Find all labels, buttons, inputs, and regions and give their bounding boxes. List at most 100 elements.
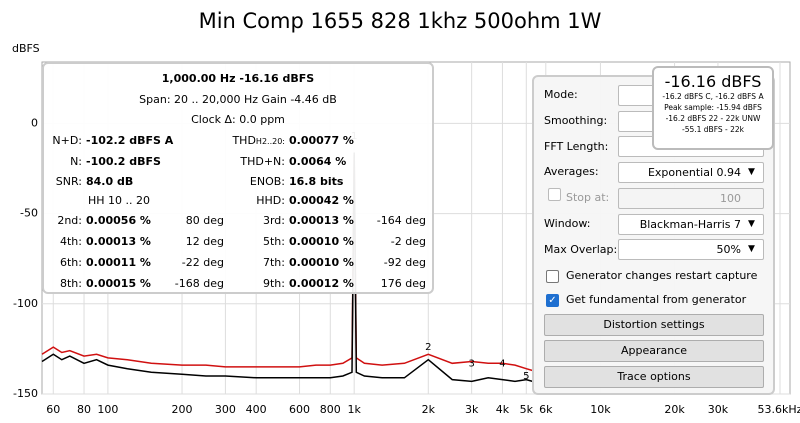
stat-label: HH 10 .. 20 xyxy=(88,194,151,207)
x-tick-label: 200 xyxy=(172,403,193,416)
x-tick-label: 300 xyxy=(215,403,236,416)
harmonic-value: 0.00012 % xyxy=(289,277,354,290)
overlap-box[interactable]: 50% xyxy=(618,239,764,260)
setting-label: FFT Length: xyxy=(544,139,609,153)
y-tick-label: -150 xyxy=(13,387,38,400)
x-tick-label: 1k xyxy=(347,403,361,416)
stat-value: 0.0064 % xyxy=(289,155,347,168)
stat-label: THD xyxy=(232,134,256,147)
setting-label: Max Overlap: xyxy=(544,242,618,256)
setting-label: Smoothing: xyxy=(544,113,608,127)
settings-panel: 64k Exponential 0.94 100 Blackman-Harris… xyxy=(532,75,775,395)
x-tick-label: 80 xyxy=(77,403,91,416)
popup-line: -16.2 dBFS C, -16.2 dBFS A xyxy=(662,92,764,101)
x-tick-label: 2k xyxy=(422,403,436,416)
trace xyxy=(41,152,533,383)
dropdown-arrow: ▼ xyxy=(748,244,755,254)
x-tick-label: 600 xyxy=(289,403,310,416)
popup-line: -55.1 dBFS - 22k xyxy=(682,125,744,134)
trace xyxy=(41,155,533,372)
harmonic-value: 0.00056 % xyxy=(86,214,151,227)
stat-label: HHD: xyxy=(256,194,285,207)
harmonic-phase: -92 deg xyxy=(383,256,426,269)
harmonic-label: 5th: xyxy=(263,235,285,248)
harmonic-label: 5 xyxy=(523,371,529,382)
harmonic-value: 0.00013 % xyxy=(289,214,354,227)
dropdown-arrow: ▼ xyxy=(748,167,755,177)
harmonic-value: 0.00015 % xyxy=(86,277,151,290)
harmonic-phase: -168 deg xyxy=(174,277,224,290)
harmonic-phase: 12 deg xyxy=(185,235,224,248)
stat-value: 0.00042 % xyxy=(289,194,354,207)
checkbox-checked[interactable]: ✓ xyxy=(546,294,559,307)
stat-label: N+D: xyxy=(52,134,82,147)
stat-value: -100.2 dBFS xyxy=(86,155,161,168)
y-tick-label: 0 xyxy=(31,116,38,129)
readout-heading: 1,000.00 Hz -16.16 dBFS xyxy=(161,72,315,85)
stat-value: 16.8 bits xyxy=(289,175,344,188)
harmonic-phase: 176 deg xyxy=(380,277,426,290)
harmonic-label: 3rd: xyxy=(262,214,285,227)
harmonic-value: 0.00013 % xyxy=(86,235,151,248)
x-tick-label: 4k xyxy=(496,403,510,416)
x-tick-label: 400 xyxy=(246,403,267,416)
harmonic-label: 7th: xyxy=(263,256,285,269)
setting-label: Averages: xyxy=(544,165,599,179)
button[interactable]: Distortion settings xyxy=(544,314,764,336)
popup-line: Peak sample: -15.94 dBFS xyxy=(664,103,762,112)
button[interactable]: Trace options xyxy=(544,366,764,388)
setting-label: Window: xyxy=(544,217,591,230)
harmonic-label: 3 xyxy=(468,358,474,369)
x-tick-label: 800 xyxy=(320,403,341,416)
averages-box[interactable]: Exponential 0.94 xyxy=(618,162,764,183)
y-axis-label: dBFS xyxy=(12,42,40,55)
stat-value: -102.2 dBFS A xyxy=(86,134,174,147)
x-tick-label: 5k xyxy=(520,403,534,416)
x-tick-label: 53.6kHz xyxy=(758,403,800,416)
harmonic-label: 9th: xyxy=(263,277,285,290)
button[interactable]: Appearance xyxy=(544,340,764,362)
stat-label: N: xyxy=(70,155,82,168)
harmonic-value: 0.00010 % xyxy=(289,235,354,248)
setting-label: Stop at: xyxy=(566,191,610,205)
popup-line: -16.2 dBFS 22 - 22k UNW xyxy=(665,114,761,123)
setting-label: Mode: xyxy=(544,88,578,101)
x-tick-label: 60 xyxy=(46,403,60,416)
x-tick-label: 100 xyxy=(97,403,118,416)
readout-span: Span: 20 .. 20,000 Hz Gain -4.46 dB xyxy=(139,93,337,106)
stat-label-sub: H2..20: xyxy=(255,137,285,146)
checkbox-label: Get fundamental from generator xyxy=(566,293,747,306)
harmonic-phase: 80 deg xyxy=(185,214,224,227)
checkbox[interactable] xyxy=(546,270,559,283)
harmonic-value: 0.00010 % xyxy=(289,256,354,269)
harmonic-label: 2 xyxy=(425,342,431,353)
harmonic-label: 4 xyxy=(499,358,505,369)
checkbox-label: Generator changes restart capture xyxy=(566,269,758,282)
x-tick-label: 10k xyxy=(590,403,611,416)
y-tick-label: -50 xyxy=(20,207,38,220)
stat-label: THDH2..20: xyxy=(194,134,285,149)
harmonic-phase: -22 deg xyxy=(181,256,224,269)
x-tick-label: 20k xyxy=(664,403,685,416)
chart-title: Min Comp 1655 828 1khz 500ohm 1W xyxy=(199,9,602,33)
harmonic-phase: -164 deg xyxy=(376,214,426,227)
harmonic-value: 0.00011 % xyxy=(86,256,151,269)
x-tick-label: 3k xyxy=(465,403,479,416)
x-tick-label: 30k xyxy=(708,403,729,416)
x-tick-label: 6k xyxy=(539,403,553,416)
stat-value: 0.00077 % xyxy=(289,134,354,147)
stop-at-checkbox xyxy=(548,188,561,201)
stat-value: 84.0 dB xyxy=(86,175,134,188)
stat-label: THD+N: xyxy=(240,155,285,168)
level-value: -16.16 dBFS xyxy=(664,72,762,91)
y-tick-label: -100 xyxy=(13,297,38,310)
harmonic-label: 4th: xyxy=(60,235,82,248)
harmonic-label: 6th: xyxy=(60,256,82,269)
readout-clock: Clock Δ: 0.0 ppm xyxy=(191,113,285,126)
harmonic-label: 8th: xyxy=(60,277,82,290)
window-box[interactable]: Blackman-Harris 7 xyxy=(618,214,764,235)
level-popup: -16.16 dBFS -16.2 dBFS C, -16.2 dBFS A Pe… xyxy=(652,66,774,150)
dropdown-arrow: ▼ xyxy=(748,219,755,229)
stat-label: ENOB: xyxy=(249,175,285,188)
